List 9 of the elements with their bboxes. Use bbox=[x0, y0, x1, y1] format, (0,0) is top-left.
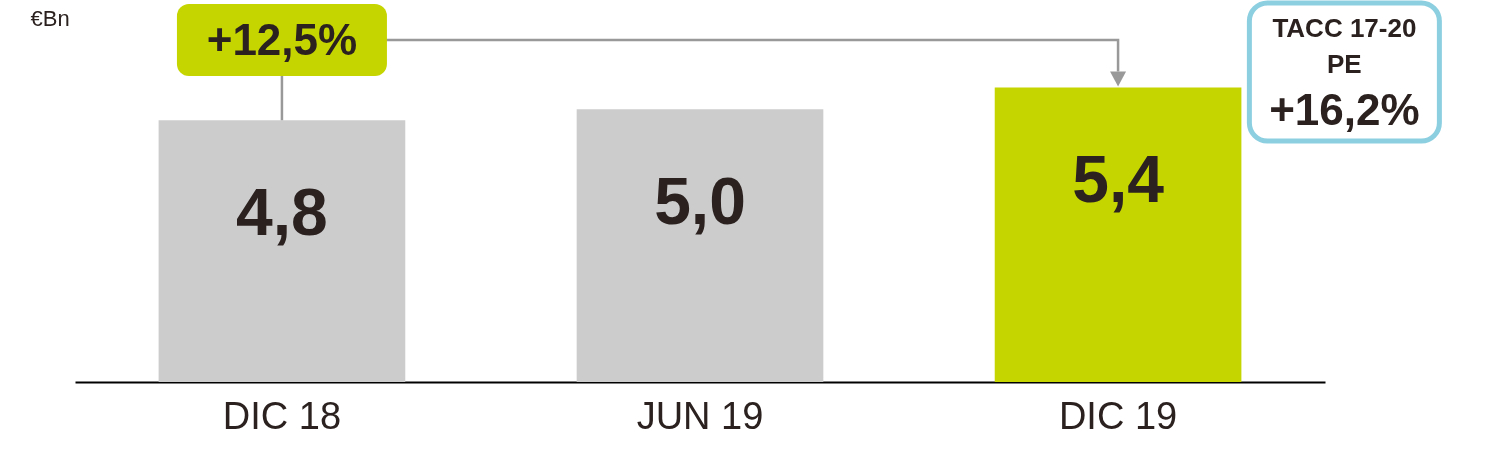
text: +12,5% bbox=[206, 15, 358, 64]
data-label: 5,4 bbox=[1072, 142, 1165, 217]
x-tick-label: JUN 19 bbox=[636, 394, 764, 437]
data-label: 5,0 bbox=[654, 164, 746, 239]
annotation: TACC 17-20 PE +16,2% bbox=[1269, 13, 1420, 134]
y-axis-title: €Bn bbox=[30, 5, 70, 31]
x-tick-label: DIC 19 bbox=[1058, 394, 1178, 437]
data-label: 4,8 bbox=[236, 175, 328, 250]
x-tick-label: DIC 18 bbox=[222, 394, 342, 437]
